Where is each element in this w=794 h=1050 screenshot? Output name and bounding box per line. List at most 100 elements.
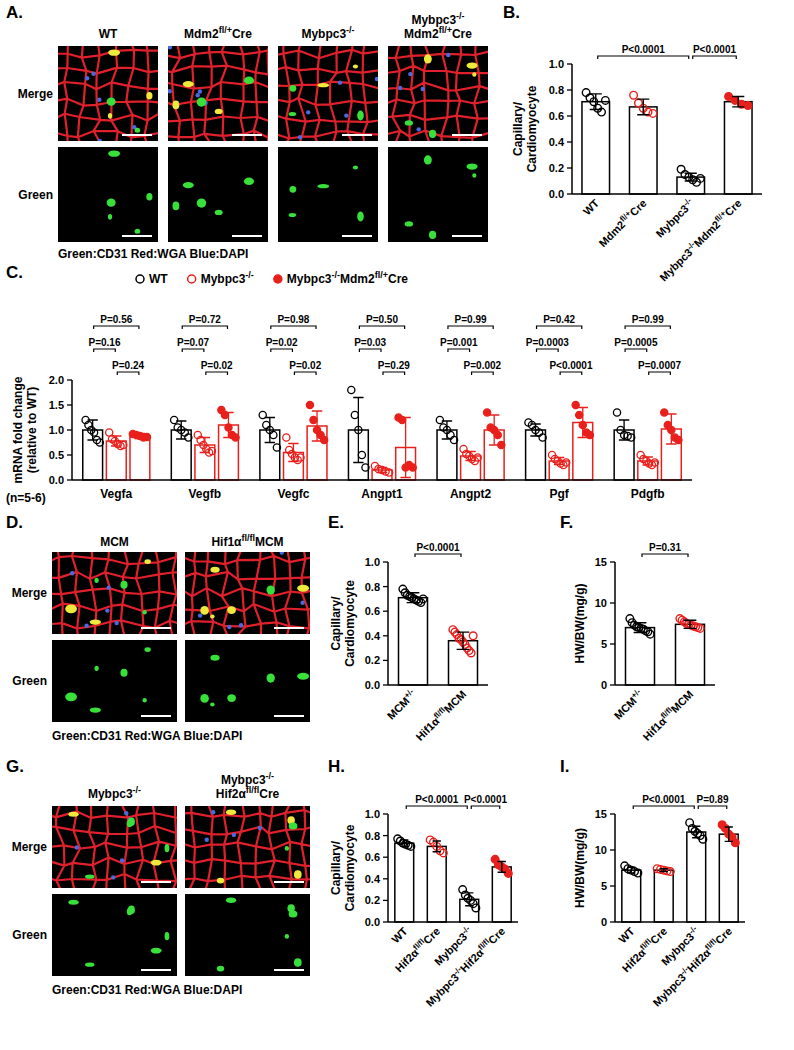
point <box>259 411 266 418</box>
panel-label: F. <box>560 513 573 532</box>
endothelial-stain <box>294 958 302 967</box>
y-tick <box>67 404 72 405</box>
y-tick <box>383 857 388 858</box>
bar <box>582 102 610 194</box>
endothelial-stain <box>353 165 358 169</box>
endothelial-stain <box>172 202 179 211</box>
category-label: Hif2αfl/flCre <box>619 924 669 974</box>
endothelial-stain <box>107 199 116 207</box>
p-value: P<0.0001 <box>642 794 686 805</box>
endothelial-stain <box>285 846 289 851</box>
error-bar <box>725 827 733 841</box>
error-bar <box>489 415 499 445</box>
error-bar <box>685 173 697 181</box>
y-axis-label: Capillary/ <box>329 596 343 651</box>
endothelial-stain <box>289 85 296 92</box>
micrograph <box>278 46 378 141</box>
p-value: P=0.24 <box>112 360 144 371</box>
endothelial-stain <box>429 130 436 138</box>
scale-bar <box>141 969 171 971</box>
category-label: Pdgfb <box>631 487 665 501</box>
endothelial-stain <box>467 163 478 169</box>
membrane-stain <box>185 806 310 888</box>
bracket <box>642 554 688 557</box>
point <box>385 469 392 476</box>
endothelial-stain <box>472 72 476 76</box>
point <box>90 429 97 436</box>
point <box>696 625 704 633</box>
scale-bar <box>274 627 304 629</box>
row-label: Green <box>18 188 53 202</box>
endothelial-stain <box>210 614 215 618</box>
point <box>630 91 638 99</box>
x-axis <box>388 684 488 686</box>
micrograph <box>52 552 177 634</box>
p-value: P=0.002 <box>464 360 502 371</box>
nucleus-stain <box>446 53 450 57</box>
panel-label: G. <box>6 757 24 776</box>
category-label: Angpt1 <box>361 487 403 501</box>
point <box>440 849 448 857</box>
point <box>467 649 475 657</box>
point <box>494 431 501 438</box>
nucleus-stain <box>97 98 101 102</box>
point <box>208 447 215 454</box>
nucleus-stain <box>211 810 215 814</box>
point <box>586 431 593 438</box>
endothelial-stain <box>226 810 236 815</box>
point <box>469 632 477 640</box>
nucleus-stain <box>298 135 302 139</box>
plot-marks <box>621 819 739 922</box>
note: (n=5-6) <box>6 491 46 505</box>
x-axis <box>615 921 745 923</box>
error-bar <box>637 99 649 115</box>
bracket <box>206 372 228 375</box>
category-label: Hif1αfl/flMCM <box>413 687 469 743</box>
p-value: P<0.0001 <box>549 360 593 371</box>
image-background <box>168 147 268 242</box>
endothelial-stain <box>197 198 207 207</box>
point <box>171 416 178 423</box>
p-value: P=0.42 <box>543 314 575 325</box>
y-tick <box>383 813 388 814</box>
y-tick-label: 1.0 <box>49 424 64 436</box>
bracket <box>359 326 404 329</box>
endothelial-stain <box>289 112 297 116</box>
p-value: P=0.0003 <box>526 337 570 348</box>
endothelial-stain <box>108 113 112 119</box>
y-tick <box>383 561 388 562</box>
bracket <box>537 349 559 352</box>
p-value: P=0.29 <box>378 360 410 371</box>
p-value: P<0.0001 <box>464 794 508 805</box>
endothelial-stain <box>210 655 219 661</box>
point <box>362 464 369 471</box>
bar <box>654 870 673 922</box>
point <box>697 175 705 183</box>
bar <box>492 867 511 922</box>
legend-marker <box>136 275 144 283</box>
nucleus-stain <box>258 826 262 830</box>
nucleus-stain <box>198 89 202 93</box>
micrograph <box>52 806 177 888</box>
endothelial-stain <box>317 83 329 87</box>
y-tick <box>567 63 572 64</box>
bar <box>719 834 738 922</box>
y-tick <box>610 602 615 603</box>
scale-bar <box>452 134 482 136</box>
bar <box>427 846 446 922</box>
bracket <box>625 326 670 329</box>
y-tick <box>610 561 615 562</box>
endothelial-stain <box>472 173 476 177</box>
error-bar <box>590 94 602 110</box>
point <box>576 411 583 418</box>
nucleus-stain <box>398 86 402 90</box>
category-label: Mybpc3-/-Mdm2fl/+Cre <box>656 196 743 283</box>
image-background <box>58 147 158 242</box>
p-value: P=0.02 <box>201 360 233 371</box>
nucleus-stain <box>232 833 236 837</box>
bracket <box>94 326 139 329</box>
row-label: Green <box>12 674 47 688</box>
bracket <box>633 806 694 809</box>
endothelial-stain <box>467 62 478 68</box>
micrograph <box>168 46 268 141</box>
